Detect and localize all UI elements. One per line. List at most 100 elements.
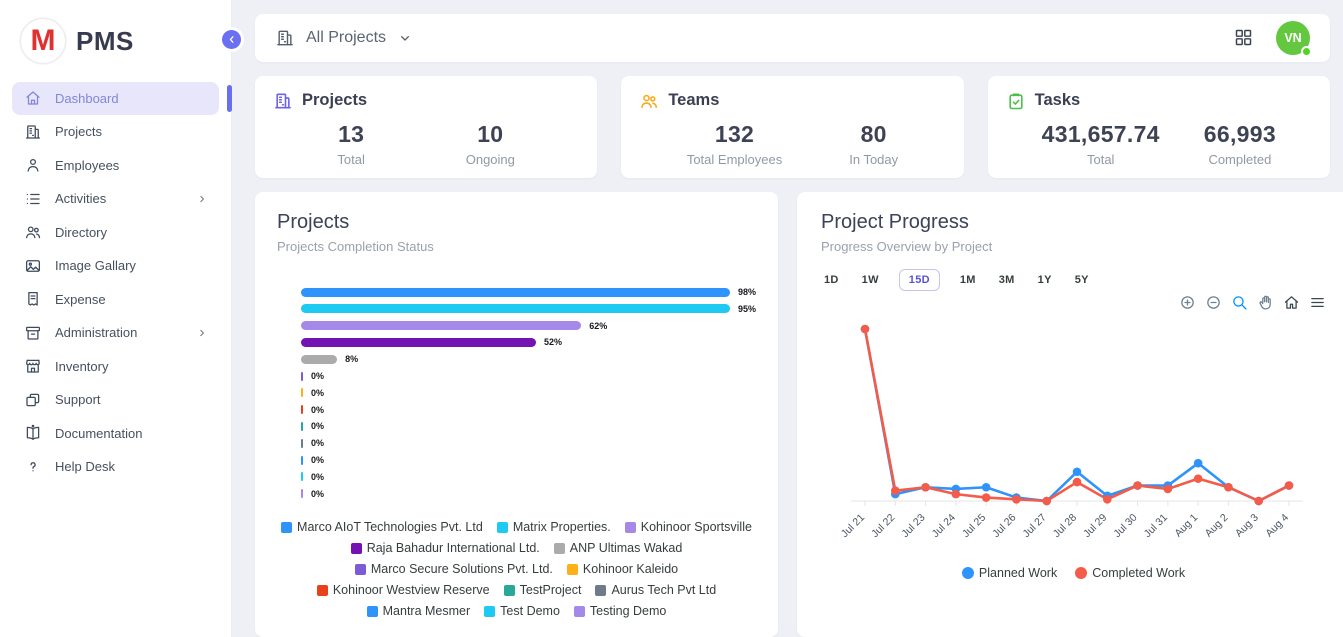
bar[interactable]	[301, 455, 303, 465]
legend-item[interactable]: Raja Bahadur International Ltd.	[350, 541, 540, 555]
bar-row: 62%	[301, 317, 756, 334]
bar-row: 0%	[301, 468, 756, 485]
sidebar-item-label: Expense	[55, 291, 106, 307]
legend-label: Planned Work	[978, 565, 1058, 580]
legend-swatch	[496, 521, 508, 533]
apps-grid-button[interactable]	[1233, 27, 1254, 48]
range-button-3m[interactable]: 3M	[996, 269, 1018, 291]
range-button-15d[interactable]: 15D	[898, 268, 940, 291]
sidebar-item-documentation[interactable]: Documentation	[12, 417, 219, 450]
legend-item[interactable]: Marco Secure Solutions Pvt. Ltd.	[354, 562, 553, 576]
sidebar-item-administration[interactable]: Administration	[12, 317, 219, 350]
bar[interactable]	[301, 371, 303, 381]
sidebar-item-directory[interactable]: Directory	[12, 216, 219, 249]
legend-label: Kohinoor Westview Reserve	[332, 583, 490, 597]
user-avatar[interactable]: VN	[1276, 20, 1312, 57]
active-indicator	[227, 85, 232, 112]
range-button-5y[interactable]: 5Y	[1072, 269, 1092, 291]
range-button-1w[interactable]: 1W	[859, 269, 882, 291]
legend-label: Test Demo	[500, 604, 560, 618]
logo-letter: M	[30, 24, 56, 57]
people-icon	[641, 94, 658, 108]
bar-value-label: 8%	[345, 354, 359, 365]
sidebar-item-label: Documentation	[55, 425, 143, 441]
bar-row: 0%	[301, 418, 756, 435]
legend-label: Marco AIoT Technologies Pvt. Ltd	[297, 520, 483, 534]
range-button-1d[interactable]: 1D	[821, 269, 842, 291]
legend-item[interactable]: Matrix Properties.	[496, 520, 611, 534]
sidebar-item-label: Projects	[55, 124, 102, 140]
sidebar-item-projects[interactable]: Projects	[12, 116, 219, 149]
progress-chart-title: Project Progress	[821, 210, 969, 233]
stat-card-header: Projects	[273, 91, 579, 111]
bar[interactable]	[301, 472, 303, 482]
question-icon	[30, 461, 36, 472]
sidebar-item-dashboard[interactable]: Dashboard	[12, 82, 232, 115]
legend-item[interactable]: Planned Work	[961, 565, 1058, 580]
bar[interactable]	[301, 489, 303, 499]
list-icon	[26, 193, 40, 204]
legend-item[interactable]: Mantra Mesmer	[366, 604, 470, 618]
stat-value: 10	[477, 120, 504, 147]
book-icon	[26, 425, 40, 441]
bar[interactable]	[301, 337, 537, 347]
sidebar-item-employees[interactable]: Employees	[12, 149, 219, 182]
legend-item[interactable]: TestProject	[503, 583, 581, 597]
legend-item[interactable]: Kohinoor Sportsville	[624, 520, 752, 534]
legend-swatch	[624, 521, 636, 533]
people-icon	[25, 226, 41, 239]
svg-text:Jul 29: Jul 29	[1081, 511, 1109, 539]
projects-chart-title: Projects	[277, 210, 350, 233]
svg-text:Aug 1: Aug 1	[1172, 511, 1200, 539]
menu-icon	[1311, 298, 1324, 308]
sidebar-item-expense[interactable]: Expense	[12, 283, 219, 316]
legend-item[interactable]: Completed Work	[1075, 566, 1185, 580]
menu-button[interactable]	[1309, 294, 1326, 311]
legend-item[interactable]: Marco AIoT Technologies Pvt. Ltd	[281, 520, 483, 534]
chevron-right-icon	[200, 195, 204, 202]
svg-text:Jul 26: Jul 26	[990, 511, 1018, 539]
stat-label: Total	[1086, 151, 1115, 167]
stat-card-header: Teams	[639, 91, 945, 111]
bar[interactable]	[301, 304, 730, 314]
pan-button[interactable]	[1257, 294, 1274, 311]
bar[interactable]	[301, 388, 303, 398]
sidebar-item-image-gallary[interactable]: Image Gallary	[12, 250, 219, 283]
range-button-1m[interactable]: 1M	[957, 269, 979, 291]
building-icon	[25, 125, 41, 139]
project-progress-card: Project Progress Progress Overview by Pr…	[797, 191, 1343, 637]
bar[interactable]	[301, 321, 582, 331]
app-logo: M PMS	[12, 12, 219, 82]
legend-dot	[961, 566, 974, 579]
sidebar-item-inventory[interactable]: Inventory	[12, 350, 219, 383]
svg-text:Jul 30: Jul 30	[1111, 511, 1139, 539]
sidebar-item-activities[interactable]: Activities	[12, 183, 219, 216]
sidebar-item-help-desk[interactable]: Help Desk	[12, 451, 219, 484]
logo-icon: M	[20, 18, 66, 64]
reset-home-button[interactable]	[1283, 294, 1300, 311]
bar[interactable]	[301, 287, 730, 297]
sidebar-item-support[interactable]: Support	[12, 384, 219, 417]
range-button-1y[interactable]: 1Y	[1035, 269, 1055, 291]
bar[interactable]	[301, 421, 303, 431]
bar[interactable]	[301, 405, 303, 415]
stat-label: Ongoing	[465, 151, 515, 167]
stat-label: Completed	[1208, 151, 1272, 167]
legend-item[interactable]: Kohinoor Westview Reserve	[316, 583, 490, 597]
bar-row: 0%	[301, 384, 756, 401]
zoom-in-button[interactable]	[1179, 294, 1196, 311]
bar[interactable]	[301, 354, 338, 364]
sidebar-collapse-button[interactable]	[222, 30, 241, 49]
legend-item[interactable]: Aurus Tech Pvt Ltd	[595, 583, 716, 597]
project-scope-dropdown[interactable]: All Projects	[275, 28, 413, 48]
image-icon	[25, 259, 41, 272]
legend-item[interactable]: Test Demo	[484, 604, 560, 618]
legend-item[interactable]: Testing Demo	[573, 604, 666, 618]
stat-metric: 431,657.74 Total	[1042, 121, 1160, 167]
sidebar-item-label: Administration	[55, 325, 138, 341]
zoom-out-button[interactable]	[1205, 294, 1222, 311]
legend-item[interactable]: Kohinoor Kaleido	[566, 562, 678, 576]
selection-zoom-button[interactable]	[1231, 294, 1248, 311]
legend-item[interactable]: ANP Ultimas Wakad	[553, 541, 682, 555]
bar[interactable]	[301, 438, 303, 448]
